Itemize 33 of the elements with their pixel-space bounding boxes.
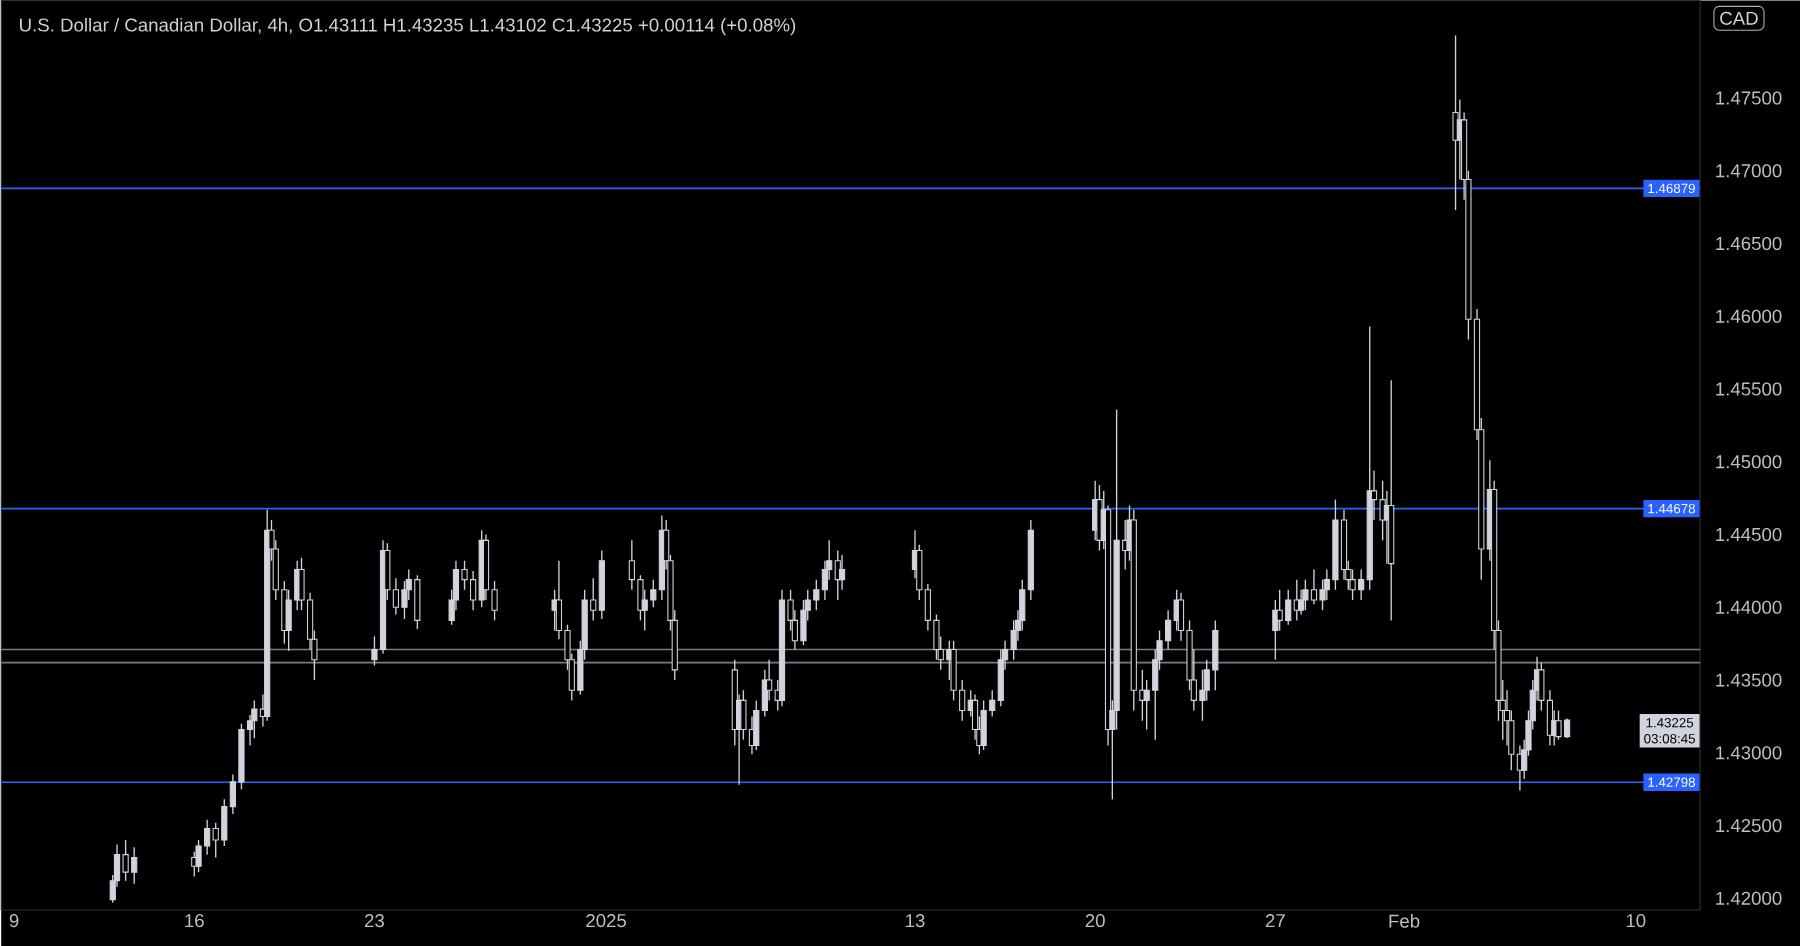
- x-tick-label: 13: [906, 914, 925, 928]
- candlestick: [997, 648, 1004, 707]
- candlestick: [414, 574, 421, 630]
- x-tick-label: 2025: [586, 914, 627, 928]
- y-tick-label: 1.46000: [1716, 309, 1782, 323]
- candlestick: [122, 839, 129, 882]
- y-tick-label: 1.42000: [1716, 891, 1782, 905]
- y-tick-label: 1.45000: [1716, 455, 1782, 469]
- x-tick-label: 10: [1626, 914, 1646, 928]
- candlestick: [1349, 568, 1356, 601]
- y-tick-label: 1.44500: [1716, 527, 1782, 542]
- candlestick: [1555, 709, 1562, 741]
- x-tick-label: 9: [9, 914, 19, 928]
- y-tick-label: 1.46500: [1716, 236, 1782, 251]
- y-tick-label: 1.47000: [1716, 164, 1782, 178]
- y-tick-label: 1.47500: [1716, 91, 1782, 105]
- y-tick-label: 1.43000: [1716, 746, 1782, 760]
- candlestick: [1310, 568, 1318, 606]
- y-tick-label: 1.45500: [1716, 382, 1782, 396]
- candlestick: [1452, 34, 1459, 211]
- y-tick-label: 1.42500: [1716, 818, 1782, 833]
- candlestick: [1302, 579, 1309, 611]
- x-tick-label: 23: [364, 914, 384, 928]
- candlestick: [980, 699, 987, 751]
- x-tick-label: Feb: [1389, 914, 1420, 928]
- x-tick-label: 16: [185, 914, 204, 928]
- y-tick-label: 1.43500: [1716, 673, 1782, 687]
- text: CAD: [1720, 11, 1758, 25]
- x-tick-label: 20: [1085, 914, 1105, 928]
- candlestick: [251, 699, 258, 739]
- y-tick-label: 1.44000: [1716, 600, 1782, 614]
- text: U.S. Dollar / Canadian Dollar, 4h, O1.43111 H1.43235 L1.43102 C1.43225 +0.00114 (+0.08%): [20, 17, 796, 36]
- x-tick-label: 27: [1265, 914, 1285, 928]
